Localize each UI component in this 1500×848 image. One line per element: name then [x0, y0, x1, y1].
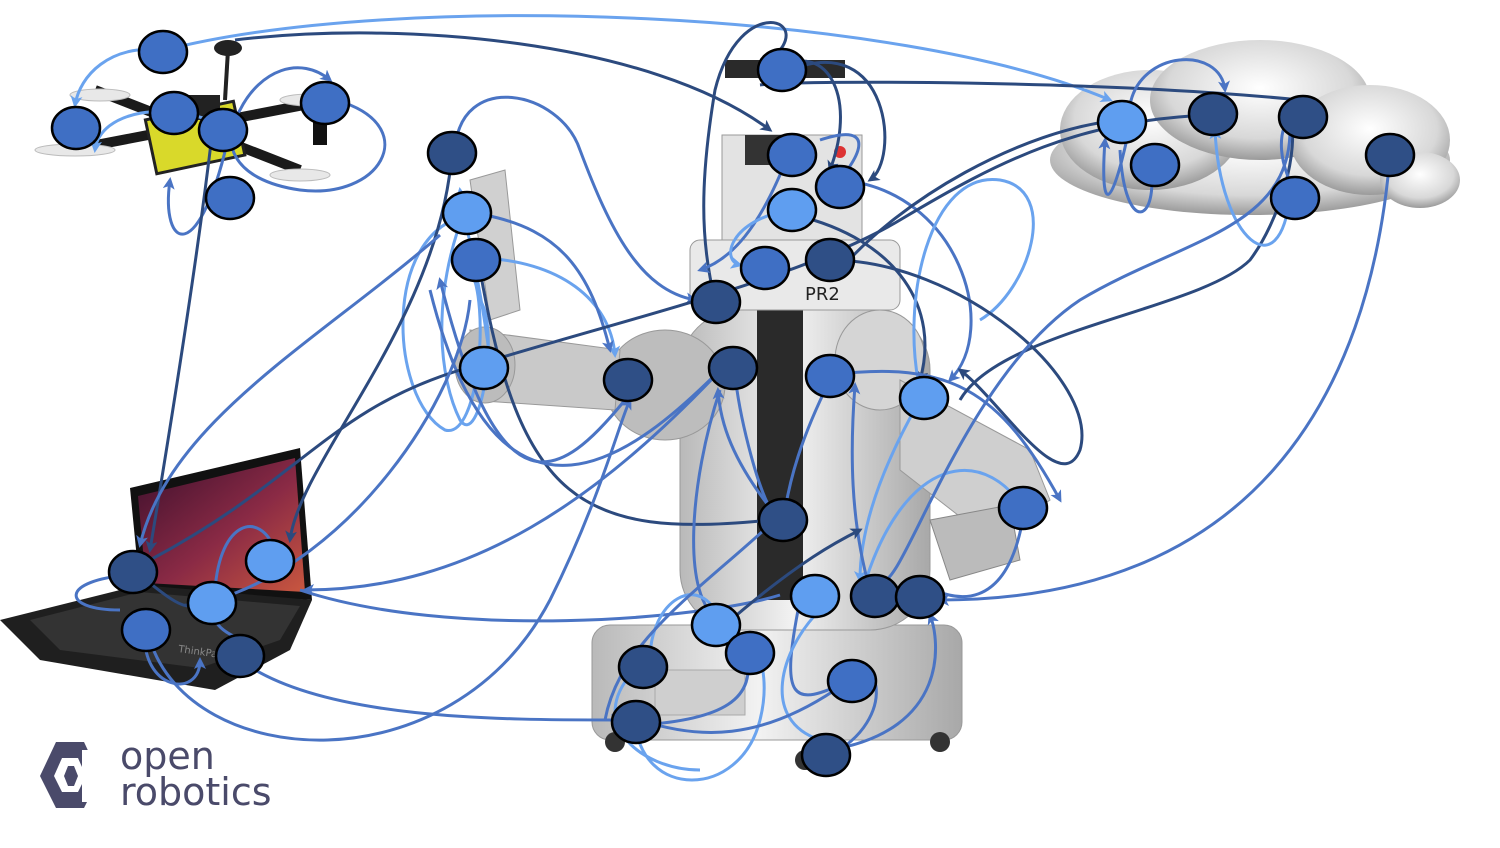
logo-line-open: open: [120, 734, 215, 778]
edge: [789, 60, 887, 182]
graph-node: [707, 345, 759, 391]
edge: [937, 154, 1392, 606]
graph-node: [849, 573, 901, 619]
edge: [912, 178, 1035, 391]
graph-node: [766, 187, 818, 233]
open-robotics-logo-mark: [40, 742, 102, 808]
robot-model-label: PR2: [805, 284, 840, 305]
graph-node: [724, 630, 776, 676]
edge: [697, 149, 792, 273]
graph-node: [1364, 132, 1416, 178]
graph-node: [757, 497, 809, 543]
edge: [878, 129, 1292, 583]
graph-node: [766, 132, 818, 178]
edge: [477, 256, 621, 358]
graph-node: [756, 47, 808, 93]
edge: [639, 688, 836, 734]
graph-node: [690, 602, 742, 648]
nodes: [50, 29, 1416, 778]
edge: [848, 382, 872, 591]
graph-node: [299, 80, 351, 126]
graph-node: [120, 607, 172, 653]
edge: [484, 213, 614, 353]
edge: [285, 151, 454, 543]
edge: [239, 658, 623, 726]
edge: [234, 31, 773, 132]
edge: [838, 113, 1130, 271]
edge: [829, 258, 1084, 466]
graph-node: [800, 732, 852, 778]
graph-node: [107, 549, 159, 595]
edge: [839, 178, 973, 383]
graph-node: [610, 699, 662, 745]
graph-node: [826, 658, 878, 704]
edge: [712, 387, 782, 521]
edge: [136, 233, 441, 548]
graph-node: [789, 573, 841, 619]
edge: [428, 289, 722, 467]
edge: [603, 518, 777, 721]
graph-node: [426, 130, 478, 176]
graph-node: [204, 175, 256, 221]
graph-node: [617, 644, 669, 690]
edge: [213, 525, 278, 591]
graph-node: [997, 485, 1049, 531]
edge: [148, 397, 632, 742]
graph-node: [804, 237, 856, 283]
edge: [958, 114, 1295, 401]
edge: [829, 612, 939, 752]
graph-node: [814, 164, 866, 210]
edge: [780, 608, 822, 742]
graph-node: [894, 574, 946, 620]
graph-node: [1277, 94, 1329, 140]
edge: [164, 14, 1113, 102]
graph-node: [137, 29, 189, 75]
edge: [1098, 124, 1132, 196]
graph-node: [450, 237, 502, 283]
open-robotics-logo: open robotics: [38, 734, 298, 818]
edge: [302, 358, 732, 596]
graph-node: [244, 538, 296, 584]
graph-node: [739, 245, 791, 291]
graph-node: [186, 580, 238, 626]
graph-node: [197, 107, 249, 153]
edge: [1128, 58, 1230, 106]
graph-node: [1269, 175, 1321, 221]
edge: [1209, 127, 1292, 247]
logo-line-robotics: robotics: [120, 770, 272, 814]
edge: [854, 399, 922, 583]
graph-node: [1096, 99, 1148, 145]
edge: [162, 129, 232, 236]
graph-node: [602, 357, 654, 403]
edge: [702, 21, 788, 301]
graph-node: [441, 190, 493, 236]
graph-node: [690, 279, 742, 325]
edge: [453, 95, 698, 305]
open-robotics-logo-text: open robotics: [120, 734, 272, 814]
edges: [70, 14, 1392, 782]
graph-node: [1187, 91, 1239, 137]
graph-node: [148, 90, 200, 136]
graph-node: [214, 633, 266, 679]
edge: [724, 528, 863, 627]
edge: [229, 66, 387, 193]
graph-node: [804, 353, 856, 399]
graph-node: [50, 105, 102, 151]
graph-node: [458, 345, 510, 391]
edge: [401, 213, 482, 432]
graph-node: [898, 375, 950, 421]
edge: [299, 588, 781, 623]
edge: [794, 213, 929, 383]
graph-node: [1129, 142, 1181, 188]
